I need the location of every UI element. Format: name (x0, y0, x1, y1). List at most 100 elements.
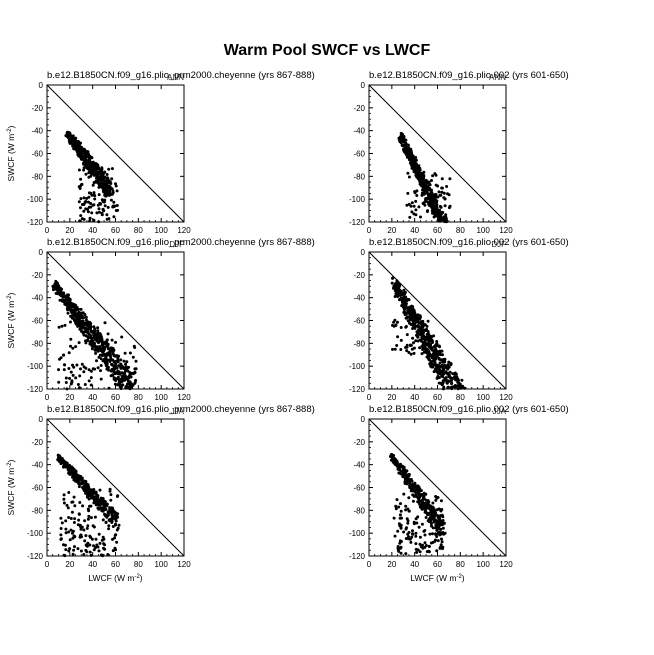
data-point (74, 376, 78, 380)
data-point (439, 545, 442, 549)
data-point (406, 297, 410, 301)
data-point (418, 542, 422, 546)
data-point (106, 511, 110, 515)
data-point (413, 316, 417, 320)
data-point (86, 336, 90, 340)
data-point (59, 533, 63, 537)
data-point (97, 167, 101, 171)
data-point (432, 211, 436, 214)
data-point (95, 543, 99, 547)
data-point (64, 303, 68, 307)
data-point (100, 198, 104, 202)
data-point (410, 347, 414, 351)
data-point (116, 360, 120, 364)
data-point (107, 524, 111, 528)
data-point (390, 281, 394, 285)
data-point (439, 499, 443, 503)
data-point (414, 531, 418, 535)
data-point (82, 161, 86, 165)
data-point (440, 537, 443, 541)
data-point (133, 371, 137, 375)
data-point (128, 382, 132, 386)
data-point (84, 315, 88, 319)
data-point (71, 363, 74, 367)
data-point (399, 131, 403, 135)
data-point (429, 338, 433, 341)
data-point (432, 207, 436, 211)
data-point (430, 341, 434, 345)
data-point (59, 537, 63, 541)
data-point (426, 332, 430, 336)
x-tick-label: 80 (134, 393, 143, 402)
data-point (404, 552, 408, 556)
data-point (67, 351, 71, 355)
data-point (399, 502, 402, 506)
data-point (443, 204, 447, 208)
data-point (447, 360, 451, 364)
data-point (65, 295, 69, 299)
data-point (98, 488, 102, 492)
data-point (435, 376, 439, 380)
data-point (60, 324, 64, 328)
data-point (432, 334, 436, 338)
data-point (96, 203, 100, 207)
data-point (59, 460, 63, 464)
data-point (434, 364, 438, 368)
panel-title: b.e12.B1850CN.f09_g16.plio_prm2000.cheye… (47, 237, 315, 248)
data-point (105, 173, 109, 176)
data-point (80, 203, 84, 206)
data-point (437, 520, 441, 524)
data-point (84, 482, 87, 486)
data-point (71, 373, 75, 377)
data-point (398, 513, 402, 517)
data-point (123, 378, 127, 382)
data-point (52, 286, 56, 290)
x-tick-label: 20 (65, 393, 74, 402)
data-point (417, 205, 421, 209)
data-point (409, 352, 413, 356)
data-point (66, 311, 70, 315)
data-point (73, 475, 77, 479)
data-point (411, 161, 415, 165)
data-point (91, 343, 95, 347)
data-point (112, 200, 116, 204)
data-point (422, 324, 426, 327)
data-point (99, 357, 103, 361)
data-point (446, 364, 450, 368)
data-point (418, 550, 422, 554)
data-point (79, 151, 83, 155)
data-point (414, 171, 418, 174)
data-point (106, 513, 110, 517)
data-point (420, 193, 424, 197)
data-point (79, 367, 82, 371)
data-point (85, 162, 89, 166)
data-point (417, 175, 421, 179)
data-point (423, 507, 427, 510)
data-point (402, 468, 405, 472)
data-point (444, 370, 448, 374)
data-point (88, 216, 92, 220)
data-point (416, 485, 420, 489)
data-point (406, 315, 410, 319)
data-point (108, 508, 112, 512)
data-point (70, 472, 74, 476)
data-point (113, 533, 117, 537)
y-tick-label: -100 (349, 362, 366, 371)
data-point (434, 351, 438, 355)
data-point (101, 178, 105, 181)
y-tick-label: -40 (353, 127, 365, 136)
data-point (83, 383, 87, 386)
data-point (419, 172, 423, 176)
data-point (399, 523, 403, 527)
x-tick-label: 120 (499, 560, 513, 569)
data-point (78, 219, 82, 223)
data-point (86, 210, 90, 214)
data-point (433, 197, 437, 200)
x-tick-label: 0 (45, 393, 50, 402)
data-point (88, 550, 92, 554)
data-point (116, 375, 120, 379)
panel-title: b.e12.B1850CN.f09_g16.plio_prm2000.cheye… (47, 70, 315, 81)
data-point (420, 498, 424, 502)
data-point (437, 376, 441, 380)
data-point (85, 495, 89, 499)
